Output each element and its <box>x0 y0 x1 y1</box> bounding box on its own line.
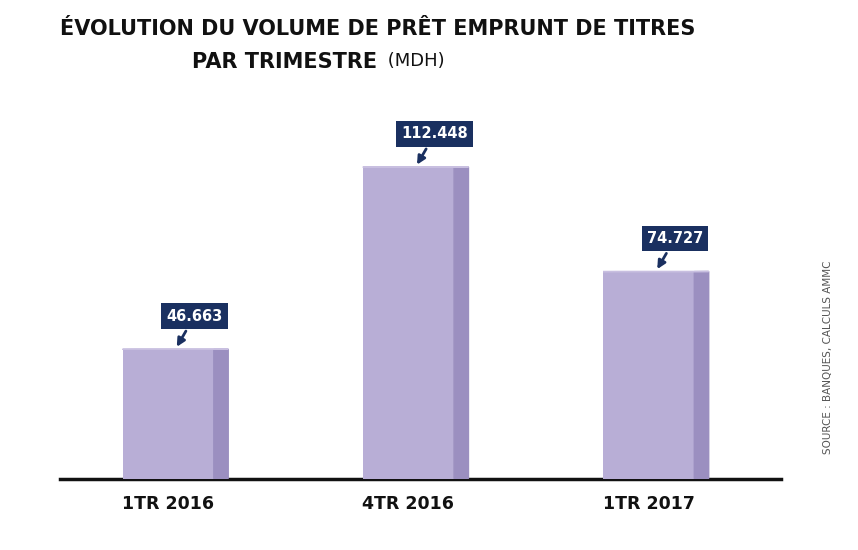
Text: (MDH): (MDH) <box>382 52 444 70</box>
Text: 74.727: 74.727 <box>647 231 704 266</box>
Text: SOURCE : BANQUES, CALCULS AMMC: SOURCE : BANQUES, CALCULS AMMC <box>823 261 833 454</box>
Polygon shape <box>454 167 468 478</box>
Polygon shape <box>214 349 228 478</box>
Text: ÉVOLUTION DU VOLUME DE PRÊT EMPRUNT DE TITRES: ÉVOLUTION DU VOLUME DE PRÊT EMPRUNT DE T… <box>60 19 695 39</box>
Polygon shape <box>694 272 709 478</box>
Text: PAR TRIMESTRE: PAR TRIMESTRE <box>192 52 378 72</box>
Bar <box>363 167 454 478</box>
Bar <box>603 272 694 478</box>
Bar <box>123 349 214 478</box>
Text: 46.663: 46.663 <box>166 309 223 344</box>
Text: 112.448: 112.448 <box>402 126 468 162</box>
